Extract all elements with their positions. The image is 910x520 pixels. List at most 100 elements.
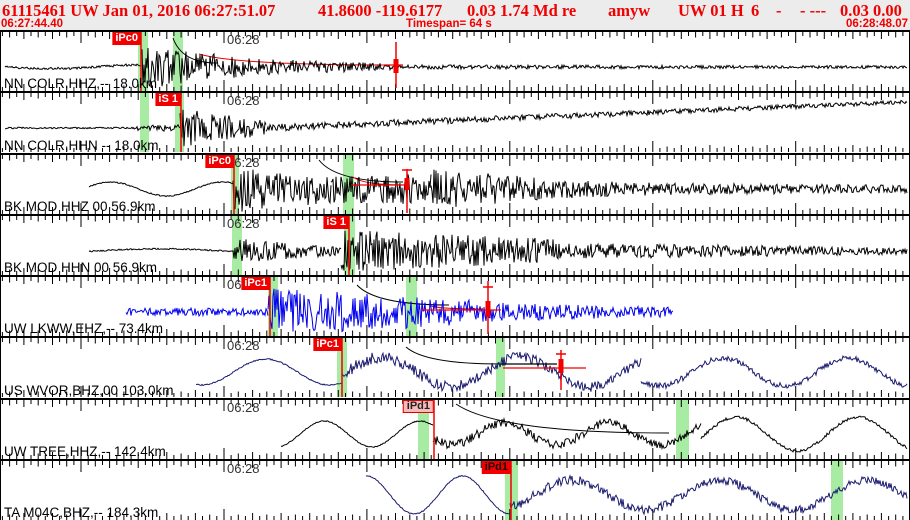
- waveform-trace: [232, 169, 332, 212]
- trace-area: 06:28 iPc0 NN COLR,HHZ,-- 18.0km 06:28 i…: [0, 30, 910, 520]
- pick-flag[interactable]: iS 1: [155, 93, 181, 107]
- pick-window-band: [173, 32, 183, 91]
- waveform-trace: [470, 302, 674, 322]
- waveform-trace: [280, 419, 434, 448]
- waveform-trace: [340, 230, 562, 272]
- trace-panel[interactable]: 06:28 iPc1 US WVOR,BHZ,00 103.0km: [1, 336, 909, 398]
- ruler-ticks: [1, 460, 904, 520]
- pick-window-band: [138, 32, 148, 91]
- trace-panel[interactable]: 06:28 iPc1 UW LKWW,EHZ,-- 73.4km: [1, 275, 909, 337]
- coda-decay-curve: [405, 346, 502, 365]
- station-label: BK MOD HHZ 00 56.9km: [4, 198, 156, 214]
- waveform-trace: [640, 355, 908, 391]
- pick-window-band: [676, 399, 689, 459]
- header-field-3: amyw: [608, 1, 651, 20]
- pick-window-band: [175, 93, 184, 153]
- header-field-2: 0.03 1.74 Md re: [467, 1, 577, 20]
- ruler-ticks: [1, 277, 904, 336]
- coda-decay-curve: [318, 159, 404, 182]
- minute-time-label: 06:28: [227, 32, 260, 47]
- minute-time-label: 06:28: [227, 93, 260, 109]
- coda-duration-marker[interactable]: [556, 350, 566, 391]
- waveform-plot: [1, 338, 908, 398]
- pick-flag[interactable]: iPc1: [241, 277, 270, 290]
- station-label: BK MOD HHN 00 56.9km: [4, 260, 158, 275]
- header-field-1: 41.8600 -119.6177: [318, 1, 443, 20]
- station-label: UW TREE,HHZ,-- 142.4km: [4, 443, 166, 459]
- window-end-time: 06:28:48.07: [845, 18, 908, 30]
- waveform-trace: [660, 181, 908, 196]
- header-field-5: 6: [751, 1, 760, 20]
- waveform-trace: [195, 358, 343, 387]
- header-field-0: 61115461 UW Jan 01, 2016 06:27:51.07: [2, 1, 276, 20]
- waveform-trace: [140, 47, 237, 88]
- waveform-plot: [1, 277, 904, 336]
- waveform-plot: [1, 32, 908, 91]
- pick-window-band: [231, 154, 239, 214]
- timespan-label: Timespan= 64 s: [406, 18, 492, 30]
- station-label: US WVOR,BHZ,00 103.0km: [4, 382, 174, 398]
- waveform-trace: [60, 63, 142, 71]
- ruler-ticks: [1, 154, 904, 214]
- pick-flag[interactable]: iPc0: [205, 154, 234, 168]
- waveform-trace: [232, 239, 342, 261]
- pick-window-band: [343, 154, 354, 214]
- trace-panel[interactable]: 06:28 iS 1 BK MOD HHN 00 56.9km: [1, 213, 909, 275]
- coda-duration-marker[interactable]: [393, 42, 399, 88]
- waveform-trace: [133, 124, 181, 133]
- waveform-trace: [88, 247, 234, 253]
- header-field-6: -: [776, 1, 782, 20]
- window-start-time: 06:27:44.40: [1, 18, 64, 30]
- coda-duration-marker[interactable]: [483, 281, 493, 334]
- waveform-trace: [125, 306, 269, 318]
- waveform-trace: [400, 63, 908, 71]
- waveform-trace: [432, 416, 702, 450]
- trace-panel[interactable]: 06:28 iS 1 NN COLR,HHN -- 18.0km: [1, 91, 909, 153]
- waveform-trace: [267, 288, 472, 333]
- waveform-trace: [330, 173, 432, 204]
- pick-flag[interactable]: iS 1: [323, 215, 349, 229]
- header-field-4: UW 01 H: [678, 1, 744, 20]
- minute-time-label: 06:28: [227, 399, 260, 415]
- waveform-trace: [540, 179, 662, 199]
- pick-flag[interactable]: iPd1: [402, 399, 434, 413]
- waveform-plot: [1, 215, 908, 275]
- pick-window-band: [140, 93, 149, 153]
- waveform-trace: [430, 169, 542, 207]
- trace-panel[interactable]: 06:28 iPd1 UW TREE,HHZ,-- 142.4km: [1, 397, 909, 459]
- waveform-plot: [1, 93, 908, 153]
- header-field-8: 0.03 0.00: [840, 1, 902, 20]
- pick-window-band: [232, 215, 242, 275]
- ruler-ticks: [1, 32, 904, 91]
- coda-decay-curve: [430, 305, 484, 310]
- coda-duration-marker[interactable]: [402, 168, 412, 213]
- waveform-trace: [700, 415, 908, 453]
- pick-flag[interactable]: iPc0: [112, 32, 141, 45]
- waveform-plot: [1, 460, 908, 520]
- waveform-trace: [179, 110, 267, 147]
- trace-panel[interactable]: 06:28 iPc0 BK MOD HHZ 00 56.9km: [1, 152, 909, 214]
- ruler-ticks: [1, 215, 904, 275]
- ruler-ticks: [1, 338, 904, 398]
- trace-panel[interactable]: 06:28 iPd1 TA M04C,BHZ,-- 184.3km: [1, 458, 909, 520]
- minute-time-label: 06:28: [227, 154, 260, 170]
- minute-time-label: 06:28: [227, 215, 260, 231]
- station-label: NN COLR,HHZ,-- 18.0km: [4, 76, 158, 92]
- station-label: UW LKWW,EHZ,-- 73.4km: [4, 321, 164, 337]
- pick-flag[interactable]: iPc1: [313, 338, 342, 352]
- minute-time-label: 06:28: [227, 460, 260, 476]
- waveform-trace: [88, 180, 234, 197]
- waveform-trace: [235, 58, 402, 77]
- waveform-plot: [1, 399, 908, 459]
- waveform-trace: [4, 65, 62, 71]
- waveform-trace: [509, 473, 908, 516]
- waveform-trace: [5, 126, 135, 130]
- minute-time-label: 06:28: [227, 338, 260, 354]
- pick-window-band: [496, 338, 505, 398]
- ruler-ticks: [1, 93, 904, 153]
- pick-flag[interactable]: iPd1: [481, 460, 511, 474]
- trace-panel[interactable]: 06:28 iPc0 NN COLR,HHZ,-- 18.0km: [1, 30, 909, 92]
- station-label: NN COLR,HHN -- 18.0km: [4, 137, 159, 153]
- waveform-plot: [1, 154, 908, 214]
- ruler-ticks: [1, 399, 904, 459]
